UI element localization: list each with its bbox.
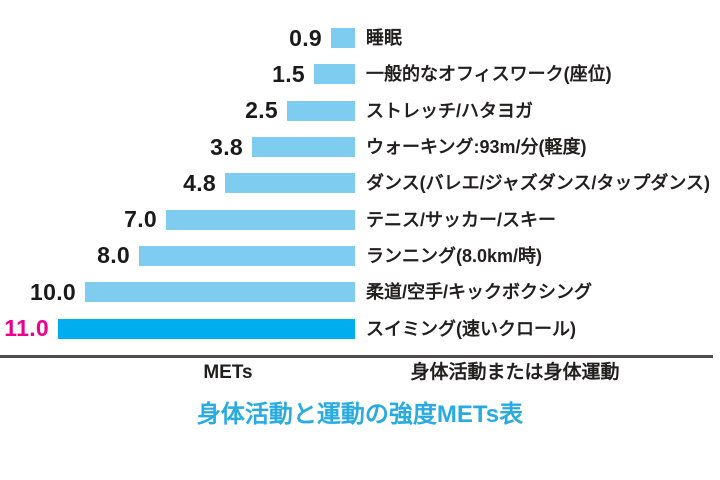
chart-row: 11.0 スイミング(速いクロール) [0, 310, 720, 346]
activity-label: 一般的なオフィスワーク(座位) [366, 64, 612, 85]
bar-area: 8.0 [0, 244, 355, 267]
chart-row: 10.0 柔道/空手/キックボクシング [0, 274, 720, 310]
chart-row: 1.5 一般的なオフィスワーク(座位) [0, 56, 720, 92]
bar [287, 100, 355, 121]
bar-area: 4.8 [0, 169, 355, 196]
bar-area: 3.8 [0, 133, 355, 160]
activity-label: スイミング(速いクロール) [366, 318, 576, 339]
chart-row: 7.0 テニス/サッカー/スキー [0, 201, 720, 237]
axis-header-activity: 身体活動または身体運動 [410, 362, 620, 383]
chart-row: 3.8 ウォーキング:93m/分(軽度) [0, 129, 720, 165]
chart-row: 0.9 睡眠 [0, 20, 720, 56]
bar-value-label: 1.5 [272, 60, 305, 87]
bar [85, 282, 355, 303]
bar [331, 28, 355, 49]
chart-row: 4.8 ダンス(バレエ/ジャズダンス/タップダンス) [0, 165, 720, 201]
bar-value-label: 7.0 [124, 206, 157, 233]
bar-value-label: 8.0 [97, 242, 130, 269]
activity-label: 睡眠 [366, 28, 402, 49]
activity-label: ストレッチ/ハタヨガ [366, 100, 534, 121]
bar [139, 245, 355, 266]
chart-row: 2.5 ストレッチ/ハタヨガ [0, 93, 720, 129]
bar [58, 318, 355, 339]
bar-area: 10.0 [0, 278, 355, 305]
bar-area: 0.9 [0, 24, 355, 51]
bar [225, 173, 355, 194]
activity-label: ウォーキング:93m/分(軽度) [366, 137, 587, 158]
bar [252, 137, 355, 158]
bar-area: 2.5 [0, 99, 355, 122]
bar [166, 209, 355, 230]
bar [314, 64, 355, 85]
bar-value-label: 11.0 [4, 315, 49, 342]
bar-area: 1.5 [0, 60, 355, 87]
activity-label: ランニング(8.0km/時) [366, 245, 543, 266]
bar-value-label: 10.0 [30, 278, 76, 305]
axis-divider [0, 355, 713, 358]
activity-label: テニス/サッカー/スキー [366, 209, 557, 230]
bar-area: 11.0 [0, 317, 355, 340]
bar-value-label: 0.9 [289, 24, 322, 51]
axis-header-mets: METs [203, 362, 253, 383]
chart-title: 身体活動と運動の強度METs表 [196, 401, 524, 428]
bar-value-label: 4.8 [183, 169, 216, 196]
bar-area: 7.0 [0, 208, 355, 231]
bar-value-label: 3.8 [210, 133, 243, 160]
chart-rows: 0.9 睡眠 1.5 一般的なオフィスワーク(座位) 2.5 ストレッチ/ハタヨガ 3.8 ウ… [0, 20, 720, 347]
chart-row: 8.0 ランニング(8.0km/時) [0, 238, 720, 274]
activity-label: 柔道/空手/キックボクシング [366, 282, 593, 303]
activity-label: ダンス(バレエ/ジャズダンス/タップダンス) [366, 173, 711, 194]
bar-value-label: 2.5 [245, 97, 278, 124]
